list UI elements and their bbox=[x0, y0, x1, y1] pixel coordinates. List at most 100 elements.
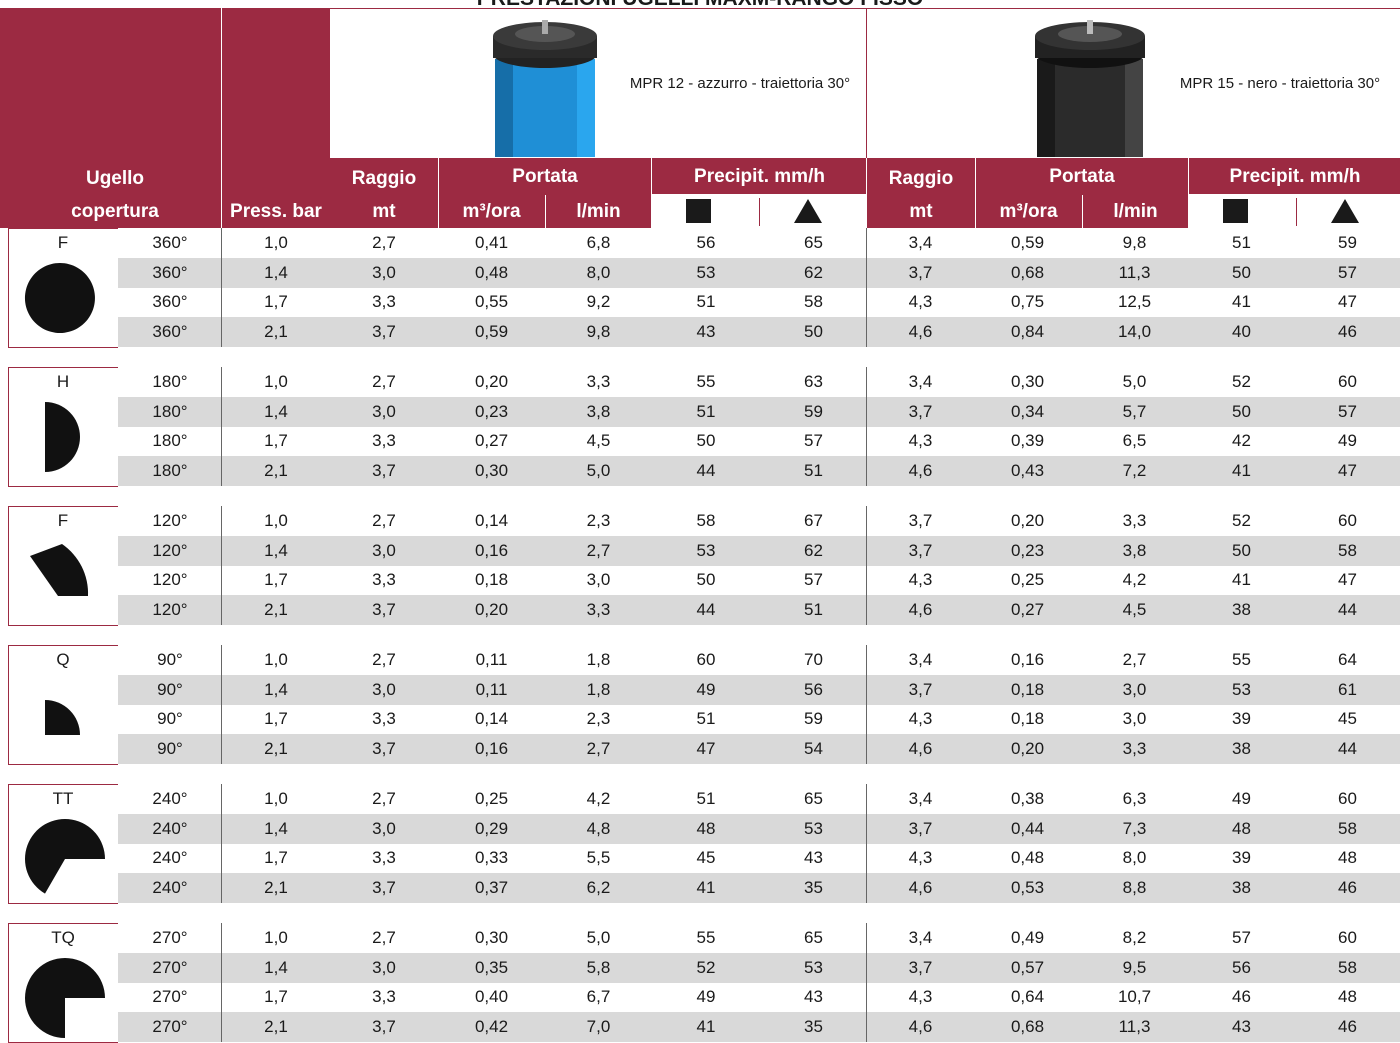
cell: 43 bbox=[1188, 1012, 1295, 1042]
header-sep bbox=[1189, 194, 1400, 195]
cell: 0,25 bbox=[974, 566, 1081, 596]
cell: 50 bbox=[652, 566, 760, 596]
cell: 3,3 bbox=[330, 427, 438, 457]
coverage-shape bbox=[0, 506, 120, 626]
cell: 0,57 bbox=[974, 953, 1081, 983]
cell: 0,35 bbox=[438, 953, 545, 983]
cell: 7,0 bbox=[545, 1012, 652, 1042]
cell: 0,18 bbox=[974, 675, 1081, 705]
cell: 0,20 bbox=[974, 734, 1081, 764]
cell: 1,8 bbox=[545, 675, 652, 705]
cell: 52 bbox=[652, 953, 760, 983]
cell: 0,30 bbox=[974, 367, 1081, 397]
cell: 3,7 bbox=[330, 317, 438, 347]
cell: 3,0 bbox=[330, 536, 438, 566]
header-sep bbox=[759, 198, 760, 226]
cell: 0,14 bbox=[438, 705, 545, 735]
cell: 0,68 bbox=[974, 258, 1081, 288]
cell: 4,5 bbox=[545, 427, 652, 457]
cell: 57 bbox=[1295, 397, 1400, 427]
cell: 60 bbox=[1295, 506, 1400, 536]
cell: 4,6 bbox=[867, 873, 974, 903]
cell: 0,49 bbox=[974, 923, 1081, 953]
coverage-shape bbox=[0, 645, 120, 765]
cell: 4,3 bbox=[867, 844, 974, 874]
header-sep bbox=[1296, 198, 1297, 226]
col-sep bbox=[221, 228, 222, 347]
cell: 3,0 bbox=[545, 566, 652, 596]
cell: 3,7 bbox=[867, 397, 974, 427]
cell: 51 bbox=[652, 784, 760, 814]
cell: 270° bbox=[118, 1012, 222, 1042]
cell: 0,55 bbox=[438, 288, 545, 318]
cell: 39 bbox=[1188, 844, 1295, 874]
cell: 63 bbox=[760, 367, 867, 397]
cell: 1,4 bbox=[222, 397, 330, 427]
cell: 0,37 bbox=[438, 873, 545, 903]
cell: 90° bbox=[118, 705, 222, 735]
cell: 61 bbox=[1295, 675, 1400, 705]
cell: 44 bbox=[652, 456, 760, 486]
cell: 8,2 bbox=[1081, 923, 1188, 953]
cell: 0,44 bbox=[974, 814, 1081, 844]
cell: 2,1 bbox=[222, 317, 330, 347]
cell: 0,27 bbox=[974, 595, 1081, 625]
col-sep bbox=[866, 923, 867, 1042]
cell: 2,1 bbox=[222, 1012, 330, 1042]
cell: 0,59 bbox=[974, 228, 1081, 258]
coverage-path bbox=[45, 700, 80, 735]
cell: 7,2 bbox=[1081, 456, 1188, 486]
cell: 2,1 bbox=[222, 456, 330, 486]
cell: 5,8 bbox=[545, 953, 652, 983]
header-sep bbox=[438, 158, 439, 228]
cell: 45 bbox=[652, 844, 760, 874]
cell: 120° bbox=[118, 506, 222, 536]
header-sep bbox=[1188, 158, 1189, 228]
cell: 59 bbox=[760, 397, 867, 427]
cell: 8,8 bbox=[1081, 873, 1188, 903]
cell: 47 bbox=[1295, 288, 1400, 318]
cell: 58 bbox=[1295, 536, 1400, 566]
cell: 6,3 bbox=[1081, 784, 1188, 814]
cell: 14,0 bbox=[1081, 317, 1188, 347]
cell: 9,5 bbox=[1081, 953, 1188, 983]
page: PRESTAZIONI UGELLI MAXM-RANGO FISSO MPR … bbox=[0, 0, 1400, 1036]
cell: 55 bbox=[1188, 645, 1295, 675]
col-sep bbox=[221, 784, 222, 903]
col-sep bbox=[866, 367, 867, 486]
cell: 65 bbox=[760, 228, 867, 258]
cell: 360° bbox=[118, 258, 222, 288]
cell: 3,4 bbox=[867, 645, 974, 675]
cell: 0,64 bbox=[974, 983, 1081, 1013]
cell: 62 bbox=[760, 258, 867, 288]
cell: 2,7 bbox=[330, 923, 438, 953]
cell: 58 bbox=[1295, 953, 1400, 983]
image-sep bbox=[866, 8, 867, 158]
cell: 51 bbox=[1188, 228, 1295, 258]
cell: 9,8 bbox=[545, 317, 652, 347]
cell: 0,23 bbox=[438, 397, 545, 427]
cell: 0,34 bbox=[974, 397, 1081, 427]
cell: 270° bbox=[118, 983, 222, 1013]
cell: 60 bbox=[652, 645, 760, 675]
cell: 59 bbox=[1295, 228, 1400, 258]
cell: 0,11 bbox=[438, 675, 545, 705]
cell: 6,2 bbox=[545, 873, 652, 903]
cell: 1,0 bbox=[222, 784, 330, 814]
cell: 0,29 bbox=[438, 814, 545, 844]
cell: 240° bbox=[118, 873, 222, 903]
cell: 58 bbox=[652, 506, 760, 536]
cell: 6,7 bbox=[545, 983, 652, 1013]
cell: 6,5 bbox=[1081, 427, 1188, 457]
cell: 67 bbox=[760, 506, 867, 536]
cell: 49 bbox=[652, 675, 760, 705]
cell: 1,4 bbox=[222, 536, 330, 566]
cell: 8,0 bbox=[1081, 844, 1188, 874]
cell: 58 bbox=[760, 288, 867, 318]
cell: 3,0 bbox=[330, 397, 438, 427]
cell: 2,7 bbox=[330, 367, 438, 397]
cell: 1,0 bbox=[222, 923, 330, 953]
cell: 62 bbox=[760, 536, 867, 566]
col-sep bbox=[866, 645, 867, 764]
cell: 12,5 bbox=[1081, 288, 1188, 318]
